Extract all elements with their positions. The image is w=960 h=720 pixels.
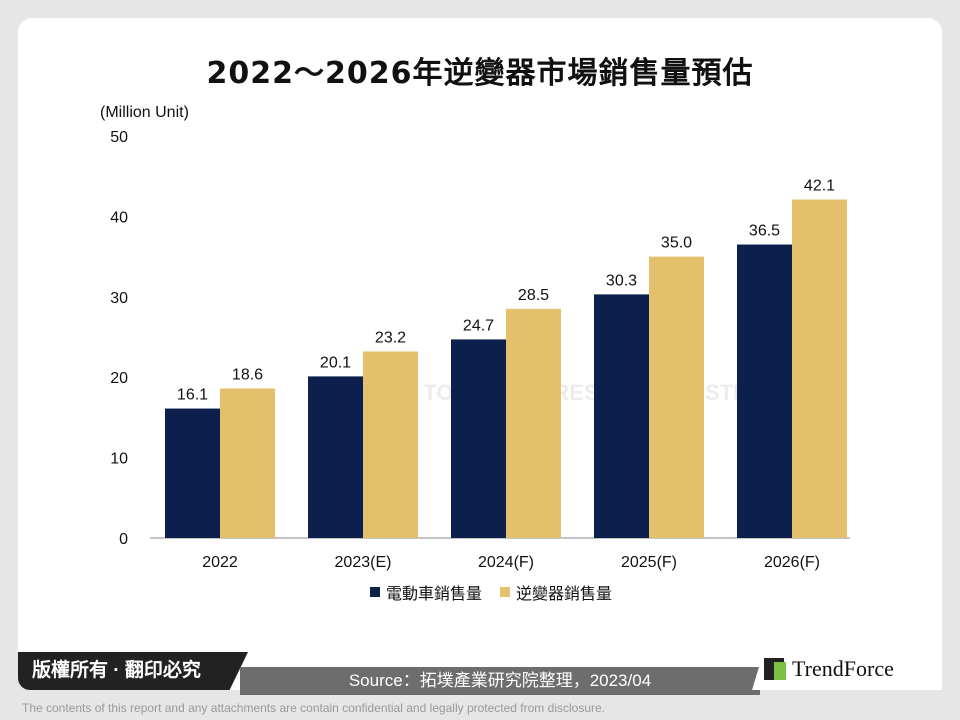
x-tick-label: 2023(E) xyxy=(335,554,392,571)
data-label: 16.1 xyxy=(177,387,208,404)
y-tick-label: 0 xyxy=(119,531,128,548)
y-tick-label: 50 xyxy=(110,129,128,146)
y-tick-label: 30 xyxy=(110,290,128,307)
legend-swatch xyxy=(500,587,511,597)
legend-swatch xyxy=(370,587,380,597)
data-label: 24.7 xyxy=(463,317,494,334)
data-label: 23.2 xyxy=(375,329,406,346)
legend: 電動車銷售量 逆變器銷售量 xyxy=(370,580,612,604)
x-tick-label: 2025(F) xyxy=(621,554,677,571)
x-tick-label: 2022 xyxy=(202,554,238,571)
disclaimer: The contents of this report and any atta… xyxy=(22,701,605,715)
copyright-banner: 版權所有 · 翻印必究 xyxy=(18,652,248,690)
bar xyxy=(165,408,220,538)
bar xyxy=(594,294,649,538)
legend-item-inverter: 逆變器銷售量 xyxy=(500,580,612,604)
legend-item-ev: 電動車銷售量 xyxy=(370,580,482,604)
data-label: 18.6 xyxy=(232,366,263,383)
x-tick-label: 2024(F) xyxy=(478,554,534,571)
legend-label: 逆變器銷售量 xyxy=(516,586,613,603)
bar xyxy=(220,388,275,538)
bar xyxy=(451,339,506,538)
legend-label: 電動車銷售量 xyxy=(386,586,483,603)
bar xyxy=(363,351,418,538)
data-label: 30.3 xyxy=(606,272,637,289)
data-label: 35.0 xyxy=(661,235,692,252)
bar xyxy=(506,308,561,538)
source-note: Source：拓墣產業研究院整理，2023/04 xyxy=(240,667,760,695)
x-tick-label: 2026(F) xyxy=(764,554,820,571)
bar xyxy=(649,256,704,538)
data-label: 36.5 xyxy=(749,223,780,240)
y-tick-label: 20 xyxy=(110,370,128,387)
data-label: 42.1 xyxy=(804,178,835,195)
y-axis-label: (Million Unit) xyxy=(100,104,189,121)
bar xyxy=(792,199,847,539)
bar xyxy=(308,376,363,538)
y-tick-label: 10 xyxy=(110,451,128,468)
y-tick-label: 40 xyxy=(110,209,128,226)
bar xyxy=(737,244,792,539)
data-label: 28.5 xyxy=(518,287,549,304)
chart-title: 2022～2026年逆變器市場銷售量預估 xyxy=(206,56,754,91)
trendforce-logo: TrendForce xyxy=(752,640,942,690)
data-label: 20.1 xyxy=(320,354,351,371)
